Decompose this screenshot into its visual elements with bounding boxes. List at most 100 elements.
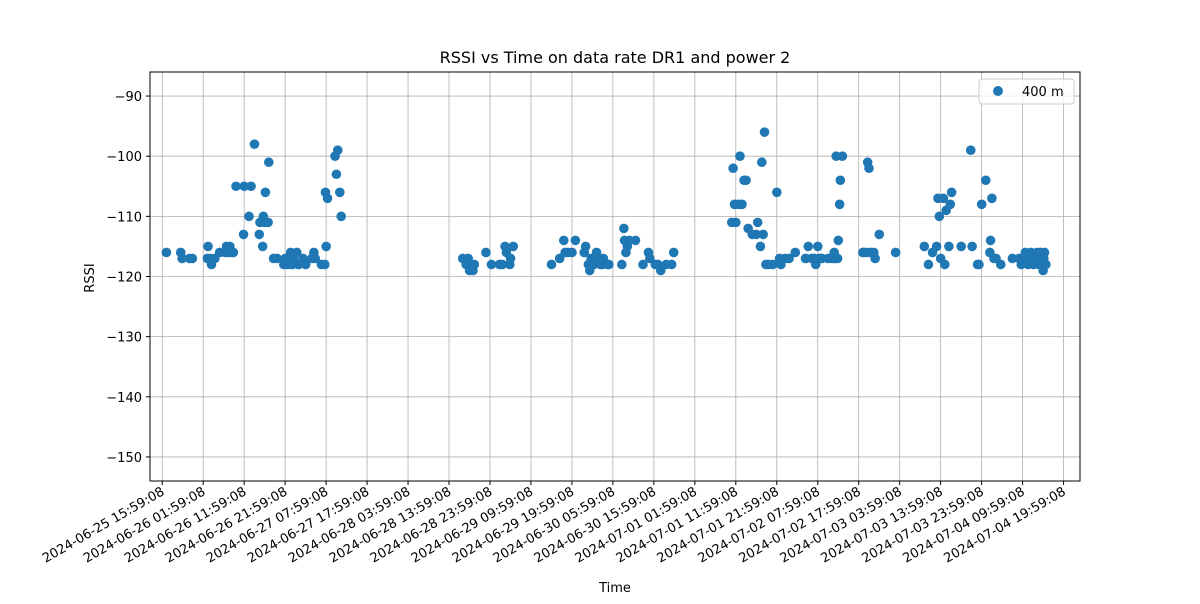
data-point <box>263 217 273 228</box>
data-point <box>735 151 745 162</box>
data-point <box>834 199 845 210</box>
x-axis-label: Time <box>598 581 631 596</box>
data-point <box>980 175 991 186</box>
data-point <box>767 259 778 270</box>
data-point <box>254 229 265 240</box>
data-point <box>995 259 1006 270</box>
data-point <box>617 259 627 270</box>
y-tick-label: −110 <box>106 210 142 225</box>
data-point <box>803 241 814 252</box>
data-point <box>985 235 996 246</box>
data-point <box>751 229 762 240</box>
data-point <box>741 175 751 186</box>
data-point <box>666 259 677 270</box>
data-point <box>757 157 767 168</box>
legend-box <box>978 78 1075 105</box>
data-point <box>758 229 768 240</box>
data-point <box>790 247 801 258</box>
data-points <box>161 127 1051 276</box>
data-point <box>890 247 901 258</box>
data-point <box>755 241 766 252</box>
data-point <box>812 241 823 252</box>
data-point <box>946 187 957 198</box>
data-point <box>668 247 679 258</box>
data-point <box>832 253 843 264</box>
data-point <box>264 157 274 168</box>
data-point <box>759 127 770 137</box>
y-tick-label: −90 <box>115 90 142 105</box>
data-point <box>203 241 213 252</box>
data-point <box>835 175 846 186</box>
data-point <box>332 145 343 155</box>
data-point <box>558 235 569 246</box>
data-point <box>567 247 577 258</box>
data-point <box>1039 247 1050 258</box>
data-point <box>486 259 497 270</box>
data-point <box>591 247 602 258</box>
data-point <box>965 145 976 155</box>
data-point <box>987 193 997 204</box>
data-point <box>335 187 345 198</box>
y-axis-ticks: −90 −100 −110 −120 −130 −140 −150 <box>106 90 150 466</box>
data-point <box>244 211 254 222</box>
data-point <box>249 139 260 149</box>
data-point <box>919 241 930 252</box>
data-point <box>331 169 342 180</box>
data-point <box>728 163 738 174</box>
data-point <box>497 259 508 270</box>
data-point <box>772 187 782 198</box>
data-point <box>940 259 950 270</box>
data-point <box>956 241 966 252</box>
data-point <box>752 217 763 228</box>
data-point <box>481 247 491 258</box>
data-point <box>231 181 241 192</box>
data-point <box>974 259 984 270</box>
data-point <box>967 241 977 252</box>
grid-lines <box>150 72 1080 481</box>
data-point <box>505 253 516 264</box>
data-point <box>638 259 648 270</box>
legend-marker <box>993 86 1003 96</box>
data-point <box>931 241 942 252</box>
legend-label: 400 m <box>1022 85 1064 100</box>
data-point <box>570 235 581 246</box>
data-point <box>336 211 346 222</box>
data-point <box>300 259 311 270</box>
data-point <box>938 193 949 204</box>
y-axis-label: RSSI <box>83 263 98 292</box>
data-point <box>246 181 256 192</box>
data-point <box>1007 253 1018 264</box>
y-tick-label: −120 <box>106 271 142 286</box>
data-point <box>934 211 945 222</box>
data-point <box>1041 259 1051 270</box>
data-point <box>161 247 172 258</box>
data-point <box>619 223 629 234</box>
chart-title: RSSI vs Time on data rate DR1 and power … <box>440 48 791 67</box>
data-point <box>322 193 333 204</box>
data-point <box>257 241 268 252</box>
data-point <box>272 253 282 264</box>
data-point <box>737 199 747 210</box>
data-point <box>833 235 844 246</box>
data-point <box>923 259 934 270</box>
data-point <box>944 241 954 252</box>
data-point <box>604 259 614 270</box>
data-point <box>784 253 794 264</box>
data-point <box>292 247 302 258</box>
data-point <box>580 241 591 252</box>
y-tick-label: −130 <box>106 331 142 346</box>
data-point <box>864 163 874 174</box>
data-point <box>731 217 741 228</box>
data-point <box>874 229 885 240</box>
data-point <box>870 253 880 264</box>
y-tick-label: −100 <box>106 150 142 165</box>
data-point <box>837 151 848 162</box>
data-point <box>976 199 987 210</box>
data-point <box>239 181 250 192</box>
legend: 400 m <box>978 78 1075 105</box>
y-tick-label: −140 <box>106 391 142 406</box>
data-point <box>469 259 480 270</box>
data-point <box>260 187 271 198</box>
